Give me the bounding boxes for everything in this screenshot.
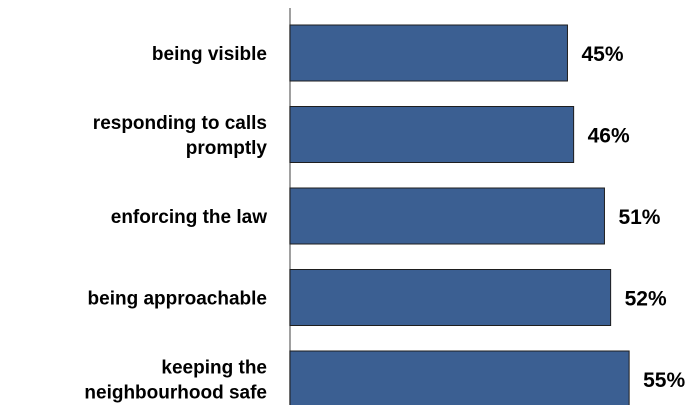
category-label: being approachable xyxy=(88,289,267,310)
category-label: promptly xyxy=(186,138,268,159)
category-label: keeping the xyxy=(161,358,267,379)
bar xyxy=(289,269,612,326)
value-label: 46% xyxy=(588,125,630,148)
category-label: being visible xyxy=(152,44,267,65)
bar xyxy=(289,187,605,245)
category-label: enforcing the law xyxy=(111,207,267,228)
bar xyxy=(289,350,630,405)
value-label: 51% xyxy=(618,206,660,229)
category-label: responding to calls xyxy=(93,113,267,134)
category-label: neighbourhood safe xyxy=(84,383,267,404)
value-label: 52% xyxy=(625,288,667,311)
bar xyxy=(289,106,575,163)
value-label: 45% xyxy=(581,43,623,66)
value-labels-group: 45% 46% 51% 52% 55% xyxy=(581,43,685,392)
value-label: 55% xyxy=(643,369,685,392)
bars-group xyxy=(289,24,630,405)
bar xyxy=(289,24,568,82)
category-labels-group: being visible responding to calls promptly… xyxy=(84,44,267,404)
